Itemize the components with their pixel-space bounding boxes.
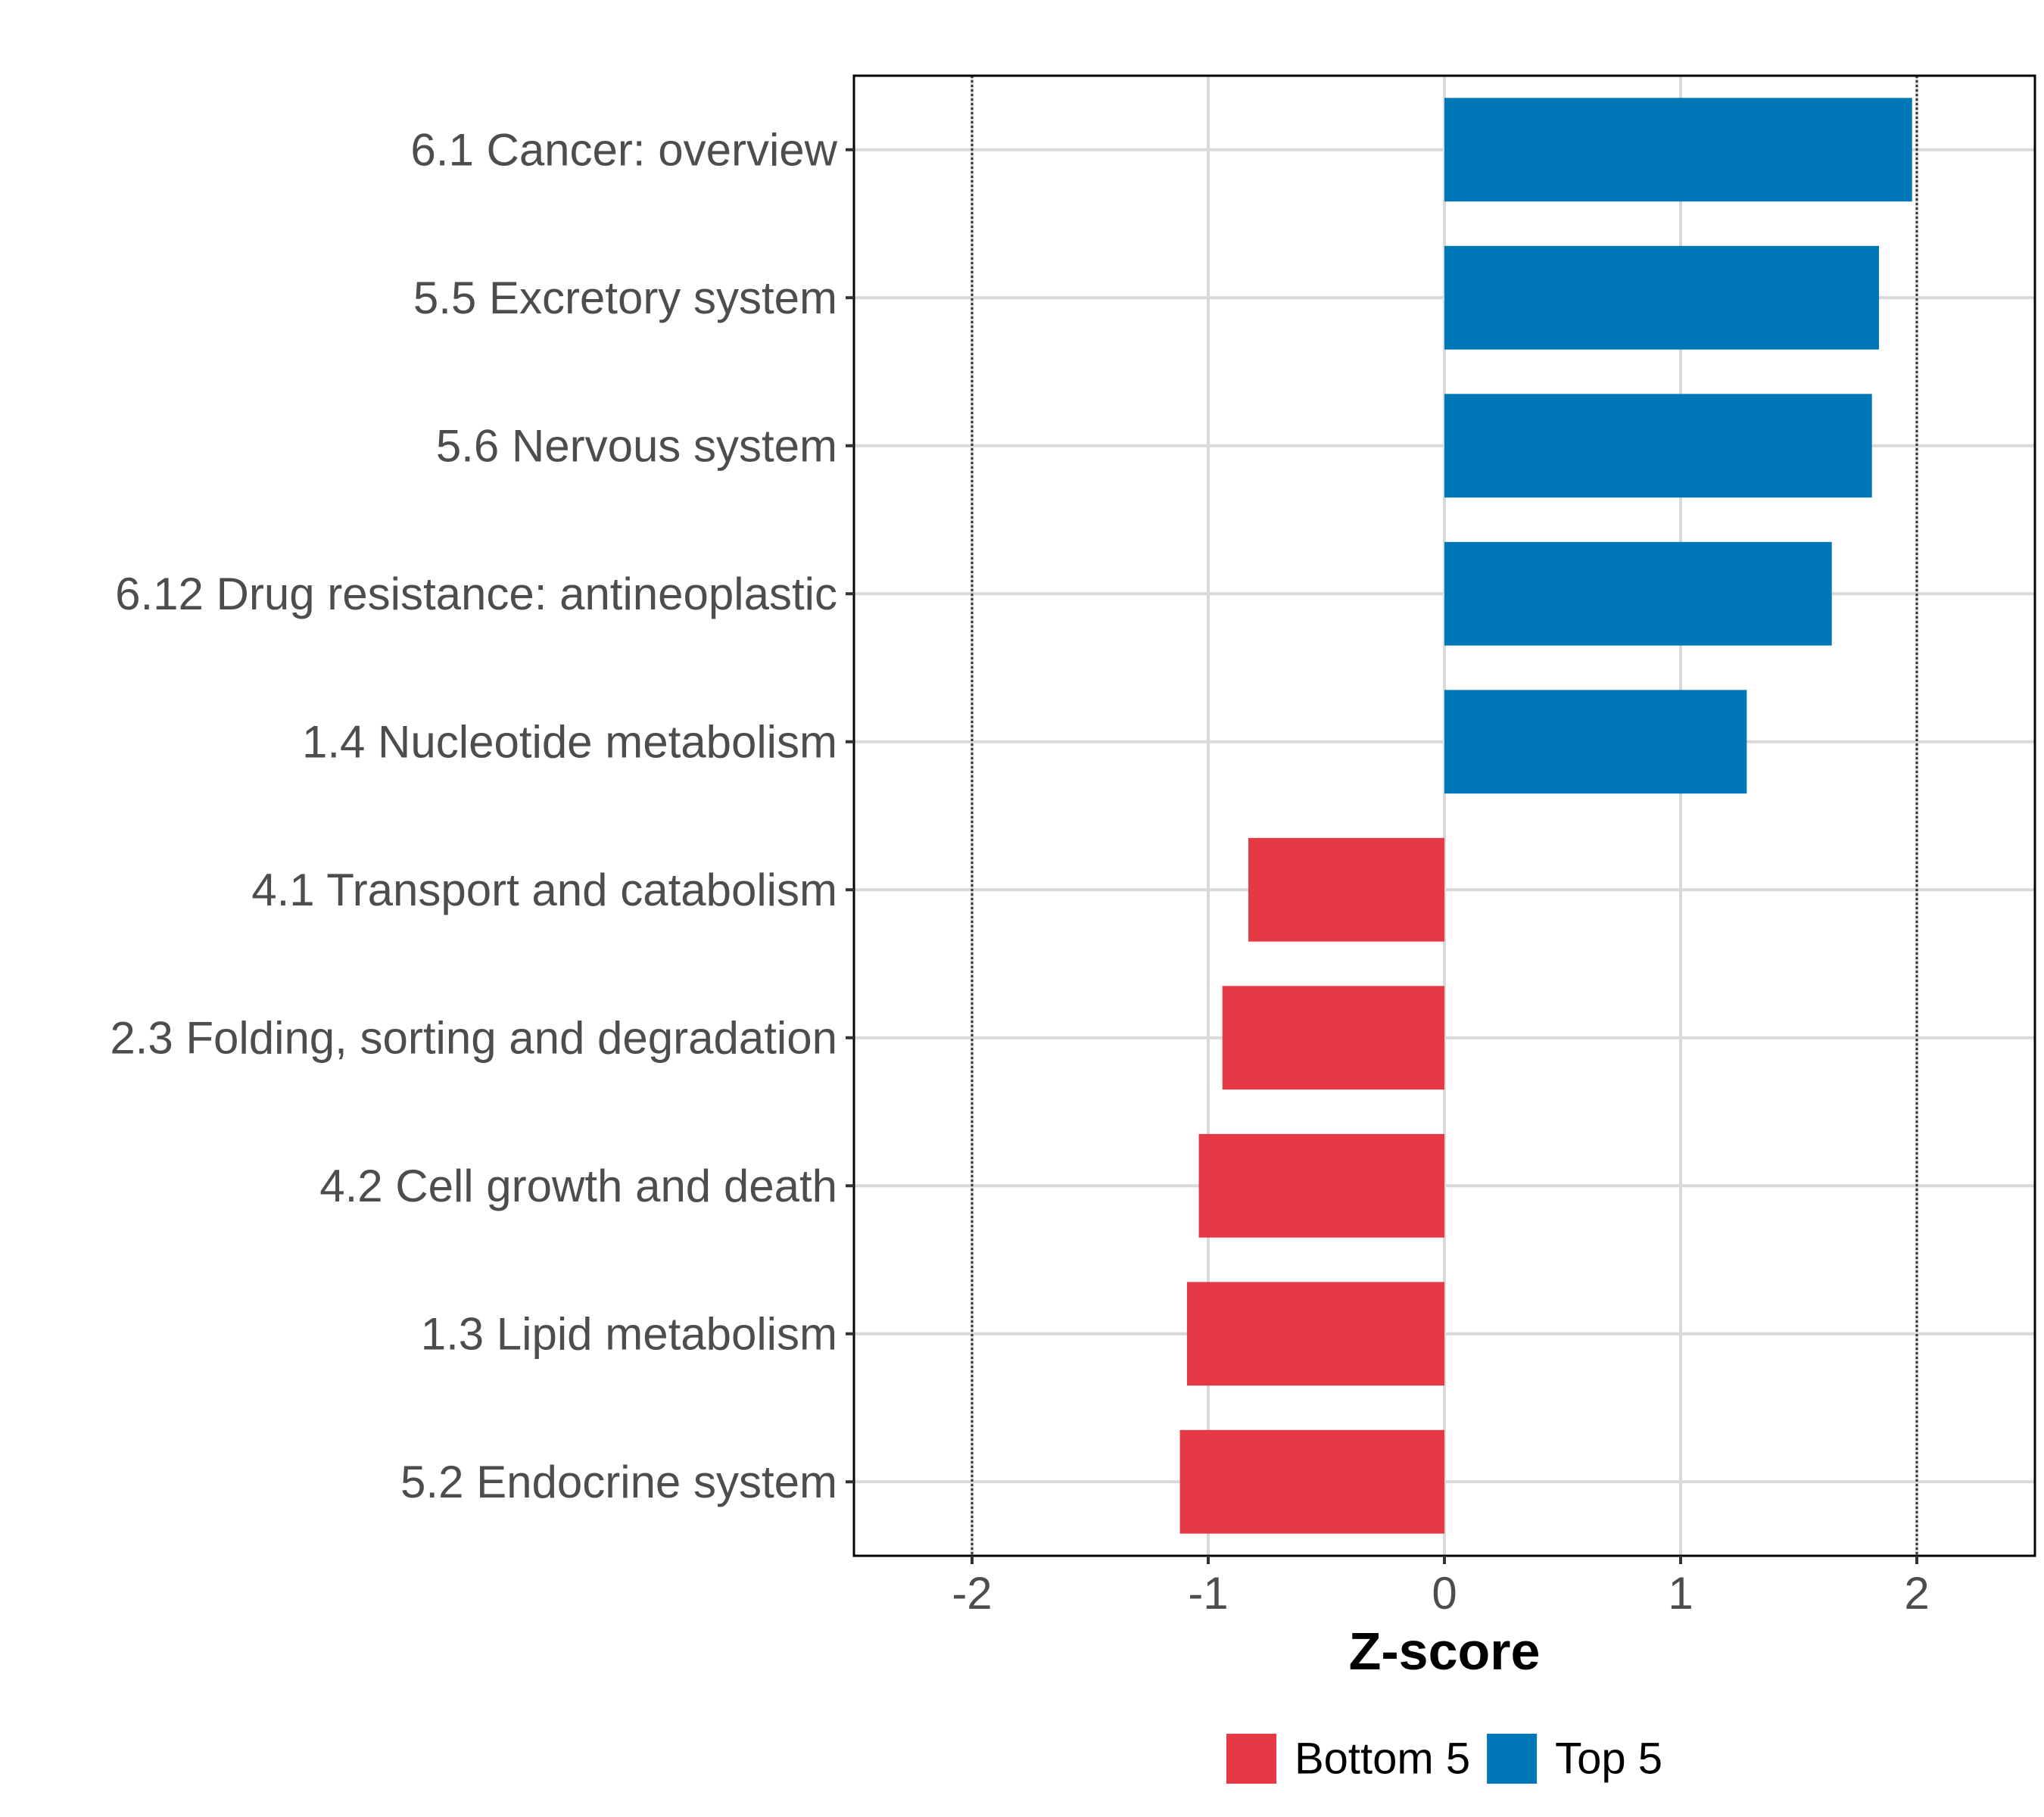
x-tick-label: 2 bbox=[1904, 1568, 1929, 1619]
y-tick-label: 4.2 Cell growth and death bbox=[319, 1161, 837, 1211]
y-tick-label: 6.1 Cancer: overview bbox=[410, 124, 837, 175]
legend-key bbox=[1487, 1734, 1538, 1784]
y-tick-label: 1.4 Nucleotide metabolism bbox=[302, 716, 837, 767]
x-axis-title: Z-score bbox=[1349, 1622, 1541, 1681]
y-tick-label: 5.2 Endocrine system bbox=[400, 1457, 837, 1507]
legend-label: Bottom 5 bbox=[1295, 1734, 1470, 1784]
legend-item: Top 5 bbox=[1487, 1734, 1662, 1784]
bar bbox=[1444, 690, 1747, 794]
legend: Bottom 5 Top 5 bbox=[1226, 1734, 1662, 1784]
x-tick-label: 0 bbox=[1432, 1568, 1457, 1619]
bar bbox=[1248, 837, 1444, 942]
bar bbox=[1186, 1282, 1444, 1386]
bar bbox=[1222, 986, 1444, 1090]
reference-lines bbox=[971, 76, 1918, 1556]
bar bbox=[1444, 245, 1880, 350]
x-tick-label: -2 bbox=[952, 1568, 992, 1619]
y-axis: 6.1 Cancer: overview 5.5 Excretory system… bbox=[110, 124, 854, 1507]
bar bbox=[1179, 1429, 1444, 1534]
legend-item: Bottom 5 bbox=[1226, 1734, 1470, 1784]
bar bbox=[1444, 541, 1832, 646]
bar bbox=[1444, 394, 1872, 498]
y-tick-label: 1.3 Lipid metabolism bbox=[421, 1308, 837, 1359]
y-tick-label: 2.3 Folding, sorting and degradation bbox=[110, 1012, 837, 1063]
x-tick-label: -1 bbox=[1188, 1568, 1228, 1619]
legend-label: Top 5 bbox=[1555, 1734, 1662, 1784]
y-tick-label: 4.1 Transport and catabolism bbox=[251, 865, 837, 915]
y-tick-label: 6.12 Drug resistance: antineoplastic bbox=[115, 569, 837, 619]
y-tick-label: 5.6 Nervous system bbox=[436, 420, 837, 471]
x-tick-label: 1 bbox=[1668, 1568, 1693, 1619]
bar bbox=[1198, 1133, 1444, 1238]
x-axis: -2 -1 0 1 2 bbox=[952, 1556, 1930, 1619]
legend-key bbox=[1226, 1734, 1276, 1784]
bars bbox=[1179, 98, 1912, 1534]
bar bbox=[1444, 98, 1912, 202]
y-tick-label: 5.5 Excretory system bbox=[413, 273, 837, 323]
